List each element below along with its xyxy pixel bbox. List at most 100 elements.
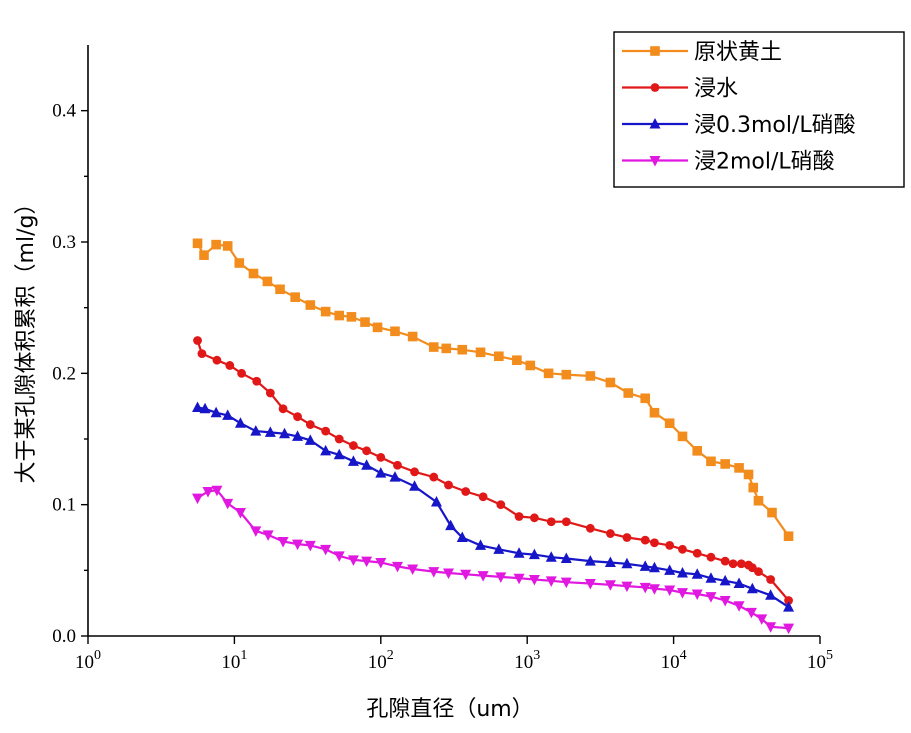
x-tick-exp: 2 bbox=[387, 648, 394, 663]
data-point bbox=[362, 446, 372, 456]
data-point bbox=[585, 371, 596, 381]
data-point bbox=[250, 425, 262, 436]
data-point bbox=[457, 344, 468, 355]
data-point bbox=[733, 601, 745, 612]
data-point bbox=[334, 434, 344, 444]
data-point bbox=[639, 582, 651, 594]
data-point bbox=[376, 452, 386, 462]
data-point bbox=[349, 441, 358, 450]
data-point bbox=[746, 582, 758, 594]
data-point bbox=[193, 336, 202, 345]
data-point bbox=[623, 388, 634, 398]
data-point bbox=[456, 531, 468, 542]
data-point bbox=[409, 480, 421, 491]
data-point bbox=[720, 459, 730, 469]
x-tick-base: 10 bbox=[368, 652, 387, 673]
data-point bbox=[745, 607, 757, 619]
data-point bbox=[192, 238, 203, 249]
data-point bbox=[605, 529, 615, 538]
data-point bbox=[428, 342, 439, 352]
x-tick-base: 10 bbox=[221, 652, 240, 673]
data-point bbox=[252, 376, 262, 386]
data-point bbox=[584, 578, 596, 590]
data-point bbox=[225, 361, 235, 370]
data-point bbox=[475, 347, 486, 358]
data-point bbox=[664, 564, 676, 575]
data-point bbox=[648, 584, 660, 595]
x-tick-label: 103 bbox=[514, 648, 540, 673]
data-point bbox=[604, 556, 616, 567]
data-point bbox=[361, 556, 373, 568]
data-point bbox=[784, 596, 793, 605]
data-point bbox=[192, 401, 204, 412]
series-1 bbox=[192, 238, 794, 541]
data-point bbox=[706, 456, 716, 467]
data-point bbox=[719, 574, 731, 586]
data-point bbox=[391, 561, 403, 573]
data-point bbox=[494, 351, 504, 362]
data-point bbox=[477, 571, 489, 582]
data-point bbox=[444, 480, 453, 490]
data-point bbox=[678, 544, 687, 554]
data-point bbox=[545, 551, 557, 562]
data-point bbox=[393, 460, 402, 470]
x-tick-label: 100 bbox=[75, 648, 101, 673]
data-point bbox=[279, 427, 291, 439]
data-point bbox=[754, 567, 763, 577]
data-point bbox=[692, 446, 703, 456]
legend-item: 原状黄土 bbox=[622, 40, 782, 65]
data-point bbox=[767, 507, 777, 518]
data-point bbox=[277, 536, 289, 548]
data-point bbox=[528, 548, 540, 560]
data-point bbox=[530, 513, 539, 523]
series-4 bbox=[192, 485, 795, 635]
data-point bbox=[734, 463, 744, 473]
data-point bbox=[262, 276, 273, 287]
data-point bbox=[248, 268, 259, 279]
legend-label: 原状黄土 bbox=[694, 40, 782, 65]
data-point bbox=[621, 581, 633, 593]
x-tick-exp: 4 bbox=[680, 648, 687, 663]
data-point bbox=[733, 577, 745, 588]
x-tick-base: 10 bbox=[661, 652, 680, 673]
x-tick-exp: 1 bbox=[240, 648, 247, 663]
data-point bbox=[278, 404, 288, 414]
data-point bbox=[514, 512, 524, 521]
legend-marker bbox=[649, 118, 661, 129]
data-point bbox=[334, 310, 345, 321]
data-point bbox=[234, 258, 245, 268]
legend-marker bbox=[649, 156, 661, 167]
data-point bbox=[407, 331, 418, 342]
data-point bbox=[783, 531, 794, 541]
legend-item: 浸2mol/L硝酸 bbox=[622, 150, 835, 175]
data-point bbox=[604, 580, 616, 591]
data-point bbox=[321, 426, 331, 436]
data-point bbox=[199, 250, 209, 260]
series-line bbox=[197, 406, 790, 609]
data-point bbox=[407, 564, 419, 576]
legend-marker bbox=[650, 46, 660, 56]
data-point bbox=[650, 538, 659, 548]
data-point bbox=[210, 406, 222, 418]
x-tick-base: 10 bbox=[75, 652, 94, 673]
data-point bbox=[375, 557, 387, 569]
data-point bbox=[512, 355, 522, 365]
data-point bbox=[442, 568, 454, 579]
y-axis-title: 大于某孔隙体积累积（ml/g） bbox=[14, 193, 39, 484]
data-point bbox=[460, 569, 472, 581]
x-tick-base: 10 bbox=[807, 652, 826, 673]
x-axis-ticks: 100 101 102 103 104 105 bbox=[75, 636, 833, 673]
y-tick-label: 0.3 bbox=[52, 232, 76, 253]
data-point bbox=[513, 547, 525, 558]
data-point bbox=[360, 317, 370, 327]
data-point bbox=[234, 508, 246, 519]
data-point bbox=[766, 575, 776, 584]
legend-item: 浸0.3mol/L硝酸 bbox=[622, 113, 856, 138]
data-point bbox=[561, 369, 572, 380]
series-layer bbox=[192, 238, 795, 635]
y-tick-label: 0.0 bbox=[52, 626, 76, 647]
data-point bbox=[676, 566, 688, 578]
x-tick-label: 104 bbox=[661, 648, 687, 673]
